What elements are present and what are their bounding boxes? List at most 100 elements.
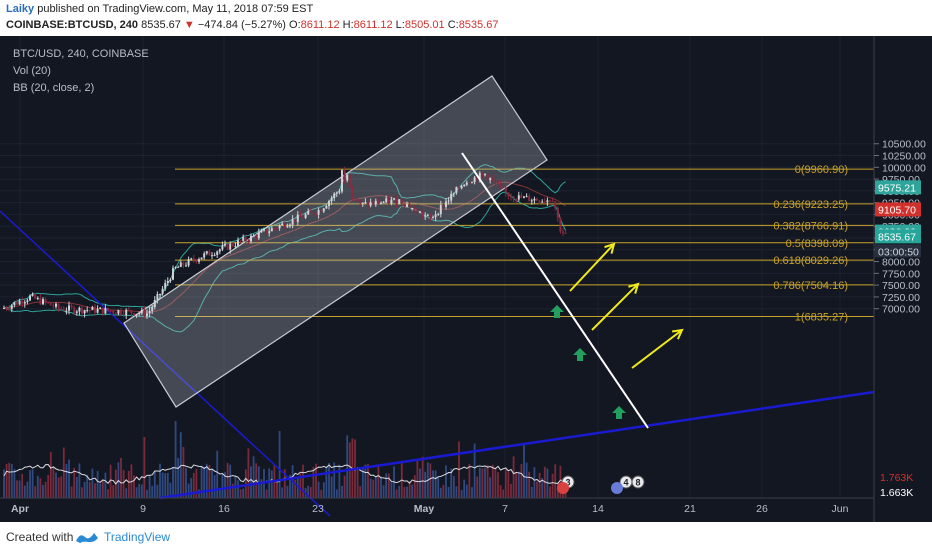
volume-bar	[317, 481, 320, 498]
volume-bar	[260, 479, 263, 498]
price-axis[interactable]: 10500.0010250.0010000.009750.009500.0092…	[873, 36, 932, 522]
x-tick-label: Apr	[11, 503, 29, 515]
candle-body	[52, 305, 55, 307]
fibonacci-retracement[interactable]: 0(9960.90) 0.236(9223.25) 0.382(8766.91) 0.…	[175, 164, 874, 323]
volume-bar	[455, 486, 458, 498]
volume-bar	[177, 457, 180, 498]
volume-bar	[122, 470, 125, 498]
candle-body	[361, 202, 364, 204]
volume-bar	[211, 468, 213, 498]
candle-body	[398, 199, 401, 205]
candle-body	[221, 245, 224, 250]
price-tag	[875, 229, 921, 244]
arrow-head	[671, 328, 684, 340]
volume-tag	[875, 470, 921, 484]
candle-body	[296, 214, 299, 222]
ascending-channel[interactable]	[123, 75, 548, 408]
volume-bar	[307, 485, 310, 498]
footer: Created with TradingView	[0, 522, 932, 550]
candle-body	[265, 229, 268, 234]
volume-bar	[200, 465, 203, 498]
volume-bar	[551, 473, 554, 498]
candle-body	[432, 217, 434, 219]
volume-bar	[434, 470, 437, 498]
volume-bar	[13, 468, 16, 498]
candle-body	[182, 262, 185, 266]
volume-bar	[161, 472, 164, 498]
candle-body	[281, 223, 284, 226]
volume-bar	[335, 489, 338, 498]
countdown-bg	[875, 244, 921, 258]
candle-body	[107, 307, 109, 311]
volume-bar	[221, 473, 224, 498]
event-badge-label: 3	[565, 478, 570, 488]
volume-bar	[21, 474, 24, 498]
legend-bollinger[interactable]: BB (20, close, 2)	[13, 82, 95, 94]
volume-bar	[101, 479, 104, 498]
chart-area[interactable]: 0(9960.90) 0.236(9223.25) 0.382(8766.91) 0.…	[0, 36, 932, 522]
volume-bar	[296, 478, 299, 498]
volume-bar	[536, 481, 538, 498]
x-tick-label: 14	[592, 503, 604, 515]
candle-body	[65, 310, 68, 312]
event-flag-icon	[611, 482, 623, 494]
candle-body	[507, 192, 510, 197]
candle-body	[528, 196, 531, 202]
candle-body	[164, 282, 167, 289]
candle-body	[411, 207, 414, 209]
green-up-arrow-icon	[612, 406, 626, 419]
volume-bar	[174, 421, 177, 498]
tradingview-link[interactable]: TradingView	[104, 530, 171, 544]
candle-body	[263, 229, 265, 231]
volume-bar	[385, 473, 388, 498]
volume-tag-label: 1.663K	[880, 487, 913, 499]
volume-bar	[252, 456, 255, 498]
volume-bar	[460, 489, 463, 498]
candle-body	[153, 299, 156, 308]
candle-body	[382, 202, 385, 204]
candle-body	[523, 196, 525, 198]
candle-body	[255, 235, 258, 239]
time-axis[interactable]: Apr 9 16 23 May 7 14 21 26 Jun	[0, 497, 874, 515]
volume-bar	[471, 487, 473, 498]
candle-body	[473, 177, 476, 183]
candle-body	[385, 198, 388, 203]
candle-body	[127, 309, 130, 311]
candle-body	[408, 204, 411, 209]
legend-volume[interactable]: Vol (20)	[13, 65, 51, 77]
trend-line[interactable]	[0, 210, 875, 517]
volume-bar	[408, 481, 411, 498]
author-link[interactable]: Laiky	[6, 3, 35, 15]
volume-bar	[328, 463, 330, 498]
candle-body	[226, 244, 229, 250]
candle-body	[68, 305, 70, 311]
candle-body	[187, 259, 190, 266]
volume-bar	[491, 464, 494, 498]
volume-bar	[156, 484, 159, 498]
candle-body	[216, 251, 219, 255]
tradingview-logo-icon	[76, 533, 98, 543]
candle-body	[499, 183, 502, 187]
y-tick-label: 7250.00	[882, 292, 920, 304]
volume-bar	[216, 450, 219, 498]
volume-bar	[47, 474, 50, 498]
volume-bar	[416, 460, 419, 498]
candle-body	[26, 300, 29, 302]
candle-body	[198, 259, 200, 262]
volume-bar	[62, 447, 65, 498]
volume-bar	[239, 489, 242, 498]
last-price: 8535.67	[141, 19, 181, 31]
yellow-arrow-icon	[569, 243, 615, 292]
volume-bar	[270, 470, 273, 498]
volume-bar	[247, 448, 250, 498]
volume-bar	[109, 464, 112, 498]
low-label: L:	[395, 19, 405, 31]
candle-body	[3, 307, 5, 309]
candle-body	[16, 302, 18, 305]
price-chart[interactable]: 0(9960.90) 0.236(9223.25) 0.382(8766.91) 0.…	[0, 36, 932, 522]
candle-body	[94, 306, 96, 313]
candle-body	[257, 232, 260, 239]
candle-body	[562, 231, 564, 233]
candle-body	[369, 202, 372, 206]
